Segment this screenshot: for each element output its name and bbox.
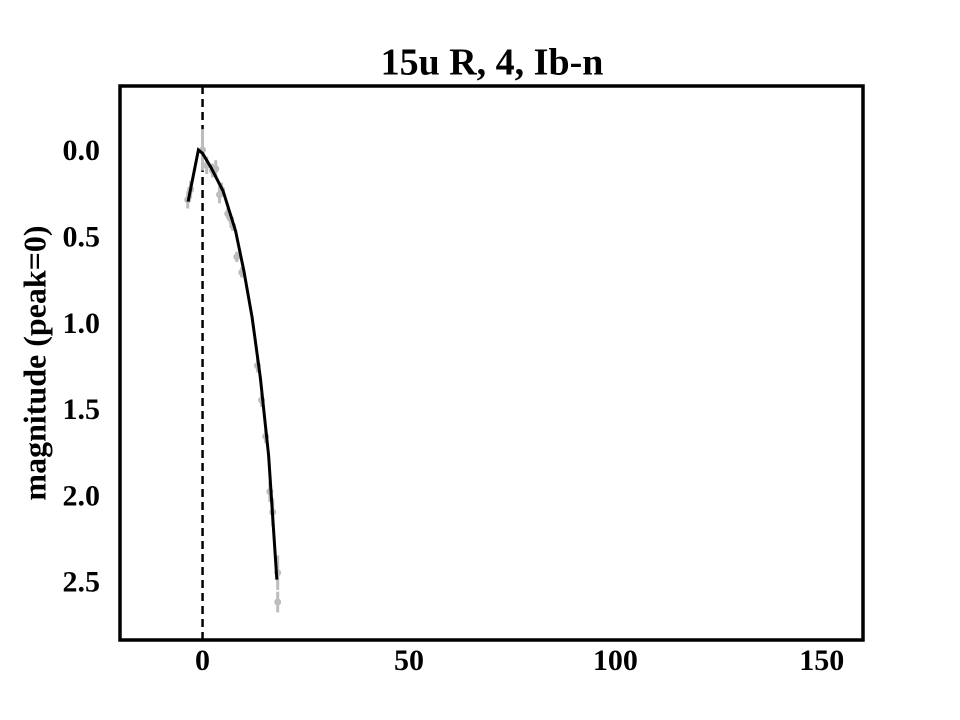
x-tick-label: 50 [394, 644, 424, 677]
x-tick-label: 150 [799, 644, 844, 677]
fit-line [186, 147, 279, 580]
data-point [274, 598, 282, 606]
chart-title: 15u R, 4, Ib-n [381, 42, 604, 84]
y-tick-label: 2.5 [63, 566, 101, 599]
x-tick-label: 0 [195, 644, 210, 677]
plot-frame [118, 84, 865, 642]
y-tick-label: 1.0 [63, 307, 101, 340]
x-tick-label: 100 [593, 644, 638, 677]
y-tick-label: 1.5 [63, 393, 101, 426]
y-axis-label: magnitude (peak=0) [16, 225, 52, 500]
data-point [233, 253, 241, 261]
y-tick-label: 0.5 [63, 220, 101, 253]
y-tick-label: 0.0 [63, 134, 101, 167]
y-tick-label: 2.0 [63, 479, 101, 512]
